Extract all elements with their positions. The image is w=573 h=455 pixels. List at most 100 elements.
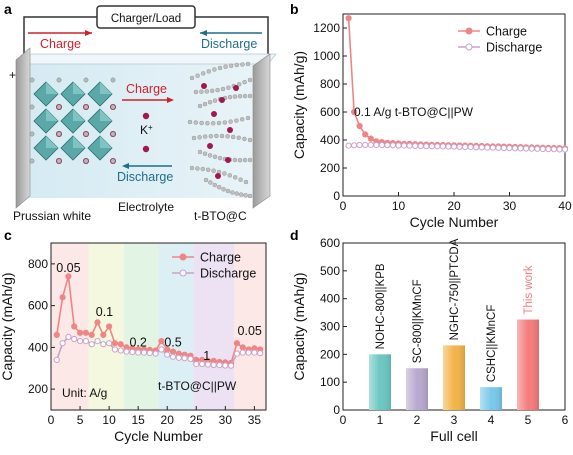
data-point-discharge [239, 349, 246, 356]
data-point-discharge [210, 361, 217, 368]
lattice-node [110, 104, 116, 110]
data-point-discharge [561, 146, 569, 153]
carbon-atom [227, 173, 233, 178]
legend-marker-discharge [465, 43, 473, 51]
ion-dot-2 [142, 145, 150, 153]
carbon-atom [216, 184, 222, 190]
bar-shade-1 [369, 354, 391, 410]
rate-label: 0.1 [96, 305, 113, 319]
t-bto-layers [187, 61, 253, 199]
carbon-atom [230, 134, 236, 140]
data-point-charge [233, 340, 240, 347]
data-point-charge [59, 294, 66, 301]
data-point-discharge [545, 146, 552, 153]
data-point-charge [88, 331, 95, 338]
rate-region [193, 243, 235, 410]
y-axis-label: Capacity (mAh/g) [291, 272, 307, 380]
y-tick-label: 200 [320, 161, 340, 175]
data-point-discharge [478, 144, 485, 151]
lattice-face [100, 136, 112, 148]
lattice-node [56, 77, 62, 83]
legend-label-discharge: Discharge [200, 267, 256, 281]
data-point-charge [367, 135, 374, 142]
lattice-node [110, 77, 116, 83]
data-point-discharge [77, 338, 84, 345]
data-point-discharge [428, 143, 435, 150]
data-point-discharge [351, 142, 358, 149]
carbon-atom [202, 134, 208, 139]
y-tick-label: 0 [333, 403, 340, 417]
data-point-discharge [367, 141, 374, 148]
data-point-charge [77, 329, 84, 336]
discharge-label-top: Discharge [201, 37, 257, 51]
data-point-discharge [199, 361, 206, 368]
legend-marker-charge [465, 27, 473, 35]
right-electrode-plate [252, 53, 271, 209]
data-point-charge [351, 108, 358, 116]
intercalated-k-ion [211, 111, 217, 117]
lattice-node [29, 77, 35, 83]
data-point-discharge [467, 144, 474, 151]
electrolyte-top [21, 53, 277, 65]
carbon-atom [208, 133, 214, 139]
carbon-atom [207, 99, 213, 105]
panel-b-annotation: 0.1 A/g t-BTO@C||PW [354, 105, 474, 119]
lattice-face [100, 82, 112, 94]
bar-shade-2 [406, 368, 428, 410]
data-point-charge [169, 348, 177, 355]
intercalated-k-ion [215, 173, 221, 179]
panel-a-letter: a [4, 1, 12, 17]
plot-frame [50, 242, 267, 411]
carbon-atom [232, 157, 238, 163]
carbon-atom [200, 166, 206, 172]
y-tick-label: 400 [320, 133, 340, 147]
carbon-atom [219, 133, 225, 139]
rate-label: 0.05 [238, 324, 262, 338]
y-axis-label: Capacity (mAh/g) [291, 51, 307, 159]
bar-shade-4 [480, 387, 502, 410]
data-point-discharge [53, 356, 60, 363]
y-tick-label: 200 [28, 382, 48, 396]
lattice-node [56, 158, 62, 164]
x-tick-label: 35 [248, 413, 262, 427]
data-point-discharge [462, 143, 469, 151]
x-tick-label: 1 [377, 413, 384, 427]
carbon-atom [189, 75, 195, 81]
intercalated-k-ion [207, 143, 213, 149]
data-point-discharge [484, 144, 491, 151]
data-point-discharge [556, 146, 563, 153]
carbon-atom [247, 157, 253, 163]
x-tick-label: 0 [48, 413, 55, 427]
carbon-atom [199, 120, 204, 126]
carbon-atom [242, 157, 248, 163]
rate-region [234, 243, 266, 410]
carbon-atom [187, 119, 193, 125]
data-point-discharge [106, 340, 113, 347]
carbon-atom [232, 94, 238, 99]
legend-marker-discharge [179, 269, 187, 277]
intercalated-k-ion [227, 127, 233, 133]
data-point-discharge [395, 142, 402, 149]
data-point-discharge [175, 354, 182, 361]
carbon-atom [238, 192, 244, 197]
y-tick-label: 200 [320, 347, 340, 361]
data-point-discharge [534, 145, 541, 152]
carbon-atom [217, 155, 223, 161]
lattice-node [83, 77, 89, 83]
panel-d-chart: d 0 1 2 3 4 5 6 0 100 200 300 400 500 600 Full cell Cap… [290, 227, 569, 444]
x-tick-label: 0 [340, 199, 347, 213]
data-point-discharge [473, 144, 480, 151]
carbon-atom [197, 103, 203, 109]
lattice-face [73, 82, 85, 94]
carbon-atom [212, 182, 218, 188]
y-tick-label: 600 [320, 105, 340, 119]
carbon-atom [200, 71, 206, 76]
carbon-atom [205, 167, 211, 173]
panel-c-rate-regions [51, 243, 266, 410]
data-point-discharge [181, 355, 188, 362]
data-point-discharge [65, 333, 72, 340]
lattice-face [73, 109, 85, 121]
y-tick-label: 600 [320, 236, 340, 250]
